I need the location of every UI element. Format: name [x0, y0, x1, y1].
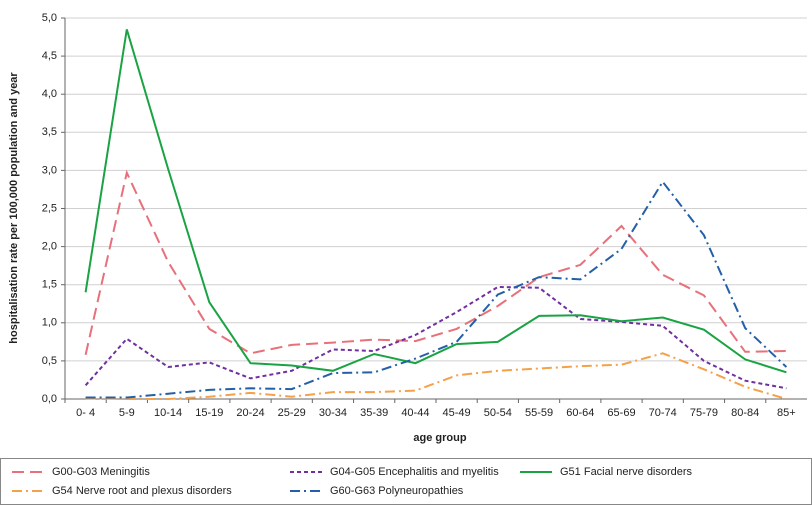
legend-label: G60-G63 Polyneuropathies [330, 485, 464, 497]
y-tick-label: 3,5 [42, 126, 57, 138]
legend-label: G54 Nerve root and plexus disorders [52, 485, 232, 497]
x-tick-label: 0- 4 [76, 407, 95, 419]
x-axis-label: age group [413, 432, 466, 444]
x-tick-label: 80-84 [731, 407, 759, 419]
y-tick-label: 2,0 [42, 241, 57, 253]
x-tick-label: 30-34 [319, 407, 347, 419]
y-tick-label: 2,5 [42, 202, 57, 214]
x-tick-label: 55-59 [525, 407, 553, 419]
x-tick-label: 75-79 [690, 407, 718, 419]
x-tick-label: 60-64 [566, 407, 594, 419]
x-tick-label: 35-39 [360, 407, 388, 419]
y-tick-label: 1,0 [42, 317, 57, 329]
y-tick-label: 1,5 [42, 279, 57, 291]
series-line [85, 352, 787, 400]
y-tick-label: 0,0 [42, 393, 57, 405]
legend-label: G00-G03 Meningitis [52, 466, 150, 478]
series-line [85, 180, 788, 399]
y-tick-label: 0,5 [42, 355, 57, 367]
series-line [84, 29, 787, 374]
x-tick-label: 40-44 [401, 407, 429, 419]
y-tick-label: 4,5 [42, 50, 57, 62]
x-tick-label: 65-69 [607, 407, 635, 419]
x-tick-label: 15-19 [195, 407, 223, 419]
y-axis-label: hospitalisation rate per 100,000 populat… [8, 72, 20, 344]
x-tick-label: 5-9 [119, 407, 135, 419]
legend-label: G51 Facial nerve disorders [560, 466, 693, 478]
y-tick-label: 5,0 [42, 12, 57, 24]
x-tick-label: 20-24 [236, 407, 264, 419]
legend-label: G04-G05 Encephalitis and myelitis [330, 466, 499, 478]
x-tick-label: 85+ [777, 407, 796, 419]
x-tick-label: 70-74 [649, 407, 677, 419]
series-line [84, 285, 787, 390]
x-tick-label: 25-29 [278, 407, 306, 419]
y-tick-label: 4,0 [42, 88, 57, 100]
x-tick-label: 10-14 [154, 407, 182, 419]
series-line [84, 169, 787, 356]
y-tick-label: 3,0 [42, 164, 57, 176]
x-tick-label: 45-49 [443, 407, 471, 419]
x-tick-label: 50-54 [484, 407, 512, 419]
